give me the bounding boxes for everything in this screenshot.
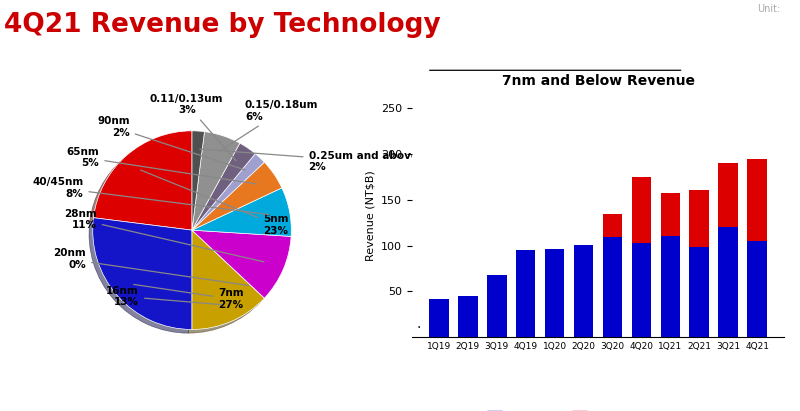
Wedge shape <box>192 188 291 236</box>
Wedge shape <box>192 132 240 230</box>
Text: 0.11/0.13um
3%: 0.11/0.13um 3% <box>150 94 236 161</box>
Bar <box>690 247 709 337</box>
Bar <box>747 159 767 241</box>
Bar <box>718 163 738 227</box>
Bar <box>516 250 535 337</box>
Text: 65nm
5%: 65nm 5% <box>66 147 257 184</box>
Wedge shape <box>192 230 291 298</box>
Bar <box>458 296 478 337</box>
Bar <box>631 243 651 337</box>
Wedge shape <box>192 143 255 230</box>
Title: 7nm and Below Revenue: 7nm and Below Revenue <box>502 74 694 88</box>
Text: 16nm
13%: 16nm 13% <box>106 286 222 307</box>
Wedge shape <box>192 131 205 230</box>
Text: 20nm
0%: 20nm 0% <box>54 249 249 286</box>
Wedge shape <box>192 230 264 330</box>
Wedge shape <box>192 154 264 230</box>
Bar <box>574 245 594 337</box>
Text: 0.15/0.18um
6%: 0.15/0.18um 6% <box>219 100 318 151</box>
Text: Unit:: Unit: <box>757 4 780 14</box>
Text: 0.25um and above
2%: 0.25um and above 2% <box>200 149 418 172</box>
Y-axis label: Revenue (NT$B): Revenue (NT$B) <box>366 171 375 261</box>
Text: 28nm
11%: 28nm 11% <box>64 209 264 262</box>
Bar <box>747 241 767 337</box>
Bar <box>602 215 622 237</box>
Text: 7nm
27%: 7nm 27% <box>134 284 244 310</box>
Text: 40/45nm
8%: 40/45nm 8% <box>32 177 270 215</box>
Bar <box>661 236 680 337</box>
Text: 5nm
23%: 5nm 23% <box>141 170 289 236</box>
Text: ·: · <box>416 321 421 335</box>
Bar <box>429 298 449 337</box>
Text: 90nm
2%: 90nm 2% <box>97 116 245 170</box>
Bar <box>718 227 738 337</box>
Text: 4Q21 Revenue by Technology: 4Q21 Revenue by Technology <box>4 12 441 38</box>
Bar <box>545 249 565 337</box>
Wedge shape <box>94 131 192 230</box>
Bar <box>661 193 680 236</box>
Wedge shape <box>192 162 282 230</box>
Bar <box>487 275 506 337</box>
Wedge shape <box>192 230 264 298</box>
Legend: 7nm, 5nm: 7nm, 5nm <box>482 405 625 411</box>
Bar <box>631 177 651 243</box>
Bar <box>690 190 709 247</box>
Wedge shape <box>93 218 192 330</box>
Bar <box>602 237 622 337</box>
